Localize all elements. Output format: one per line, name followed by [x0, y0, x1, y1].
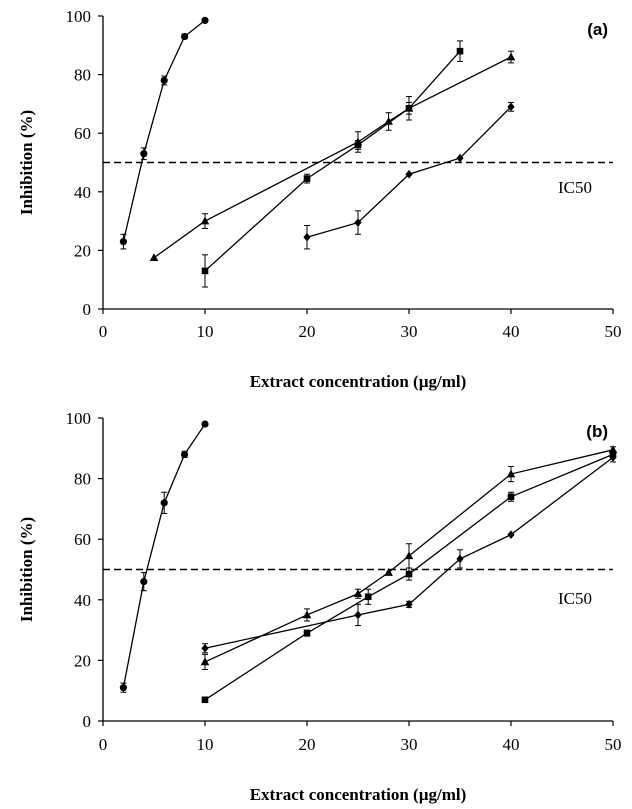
data-point-square	[364, 593, 372, 601]
x-axis-label: Extract concentration (µg/ml)	[250, 785, 467, 804]
data-point-circle	[181, 32, 189, 41]
data-point-square	[303, 175, 311, 182]
x-tick-label: 30	[401, 322, 418, 341]
data-point-circle	[140, 578, 148, 586]
y-tick-label: 60	[74, 530, 91, 549]
data-point-circle	[160, 499, 168, 507]
data-point-circle	[140, 150, 148, 158]
y-tick-label: 40	[74, 591, 91, 610]
y-tick-label: 20	[74, 651, 91, 670]
x-tick-label: 50	[605, 735, 622, 754]
data-point-diamond	[303, 232, 311, 242]
series-circle	[119, 420, 209, 693]
data-point-triangle	[353, 137, 363, 146]
data-point-square	[456, 47, 464, 55]
x-tick-label: 0	[99, 735, 108, 754]
panel-label: (a)	[587, 20, 608, 39]
series-line	[122, 423, 206, 688]
y-tick-label: 40	[74, 183, 91, 202]
x-tick-label: 20	[299, 322, 316, 341]
data-point-diamond	[405, 169, 413, 179]
series-line	[153, 56, 512, 259]
data-point-square	[201, 267, 209, 275]
data-point-diamond	[456, 153, 464, 163]
data-point-square	[303, 629, 311, 637]
ic50-label: IC50	[558, 589, 592, 608]
ic50-label: IC50	[558, 178, 592, 197]
y-tick-label: 60	[74, 124, 91, 143]
data-point-square	[405, 570, 413, 578]
y-tick-label: 100	[66, 409, 92, 428]
data-point-triangle	[200, 216, 210, 225]
panel-label: (b)	[586, 422, 608, 441]
data-point-diamond	[405, 600, 413, 609]
series-circle	[119, 16, 209, 250]
data-point-circle	[160, 76, 168, 85]
y-tick-label: 100	[66, 7, 92, 26]
series-line	[204, 50, 461, 272]
data-point-triangle	[384, 116, 393, 125]
data-point-square	[201, 696, 209, 704]
data-point-diamond	[354, 218, 362, 227]
data-point-diamond	[609, 453, 617, 462]
x-tick-label: 0	[99, 322, 108, 341]
data-point-circle	[181, 450, 189, 458]
data-point-triangle	[353, 589, 363, 598]
series-diamond	[303, 101, 515, 250]
series-square	[201, 450, 617, 704]
series-square	[201, 40, 464, 288]
data-point-diamond	[201, 643, 209, 653]
x-tick-label: 30	[401, 735, 418, 754]
x-tick-label: 10	[197, 735, 214, 754]
data-point-circle	[119, 684, 127, 692]
data-point-circle	[201, 16, 209, 24]
x-tick-label: 40	[503, 735, 520, 754]
x-axis-label: Extract concentration (µg/ml)	[250, 372, 467, 391]
data-point-diamond	[507, 102, 515, 112]
data-point-triangle	[506, 469, 516, 478]
chart-panel-b: 0 20 40 60 80 100 0 10 20 30 40 50 Extract concentra…	[17, 409, 622, 804]
data-point-diamond	[354, 610, 362, 620]
y-axis-label: Inhibition (%)	[17, 110, 36, 215]
y-tick-label: 80	[74, 470, 91, 489]
data-point-diamond	[456, 554, 464, 564]
y-tick-label: 0	[83, 300, 92, 319]
series-line	[204, 456, 614, 649]
x-tick-label: 40	[503, 322, 520, 341]
series-line	[122, 19, 206, 242]
data-point-triangle	[200, 657, 210, 666]
y-axis-label: Inhibition (%)	[17, 517, 36, 622]
data-point-circle	[119, 238, 127, 246]
series-triangle	[149, 50, 516, 262]
y-tick-label: 0	[83, 712, 92, 731]
series-line	[204, 453, 614, 701]
data-point-triangle	[404, 551, 414, 560]
chart-panel-a: 0 20 40 60 80 100 0 10 20 30 40 50 Extract concentra…	[17, 7, 622, 391]
data-point-triangle	[384, 568, 393, 576]
data-point-triangle	[302, 610, 312, 619]
data-point-square	[507, 493, 515, 501]
series-triangle	[200, 445, 618, 670]
data-point-triangle	[149, 253, 159, 262]
x-tick-label: 50	[605, 322, 622, 341]
data-point-circle	[201, 420, 209, 428]
data-point-diamond	[507, 530, 515, 539]
x-tick-label: 20	[299, 735, 316, 754]
x-tick-label: 10	[197, 322, 214, 341]
y-tick-label: 20	[74, 241, 91, 260]
data-point-triangle	[506, 52, 516, 61]
y-tick-label: 80	[74, 66, 91, 85]
series-diamond	[201, 452, 617, 654]
data-point-triangle	[608, 445, 618, 454]
data-point-triangle	[404, 103, 414, 112]
